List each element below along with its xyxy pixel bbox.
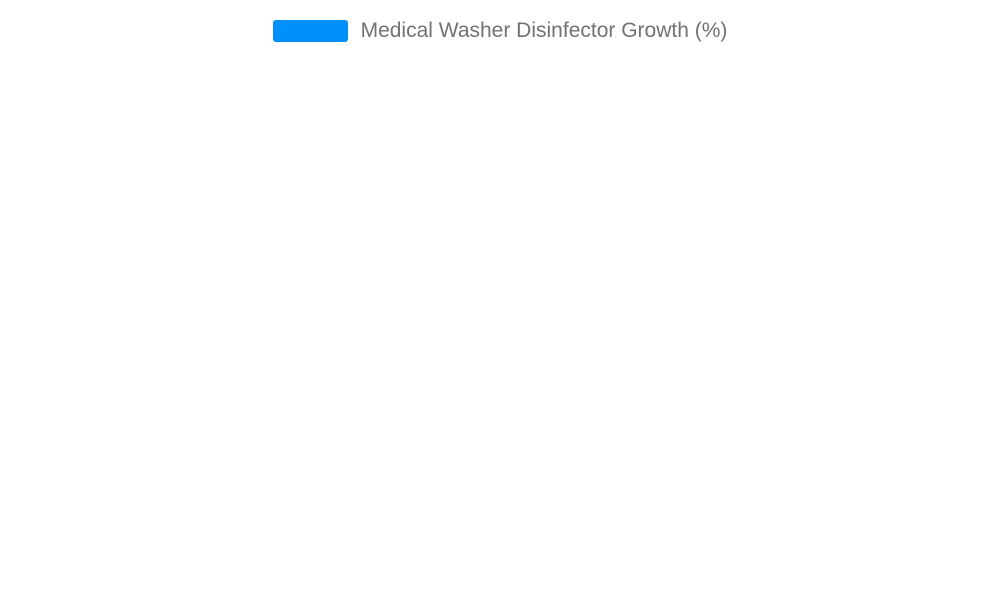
- legend-swatch: [272, 20, 348, 42]
- legend-label: Medical Washer Disinfector Growth (%): [360, 19, 728, 42]
- chart-legend[interactable]: Medical Washer Disinfector Growth (%): [0, 17, 1000, 45]
